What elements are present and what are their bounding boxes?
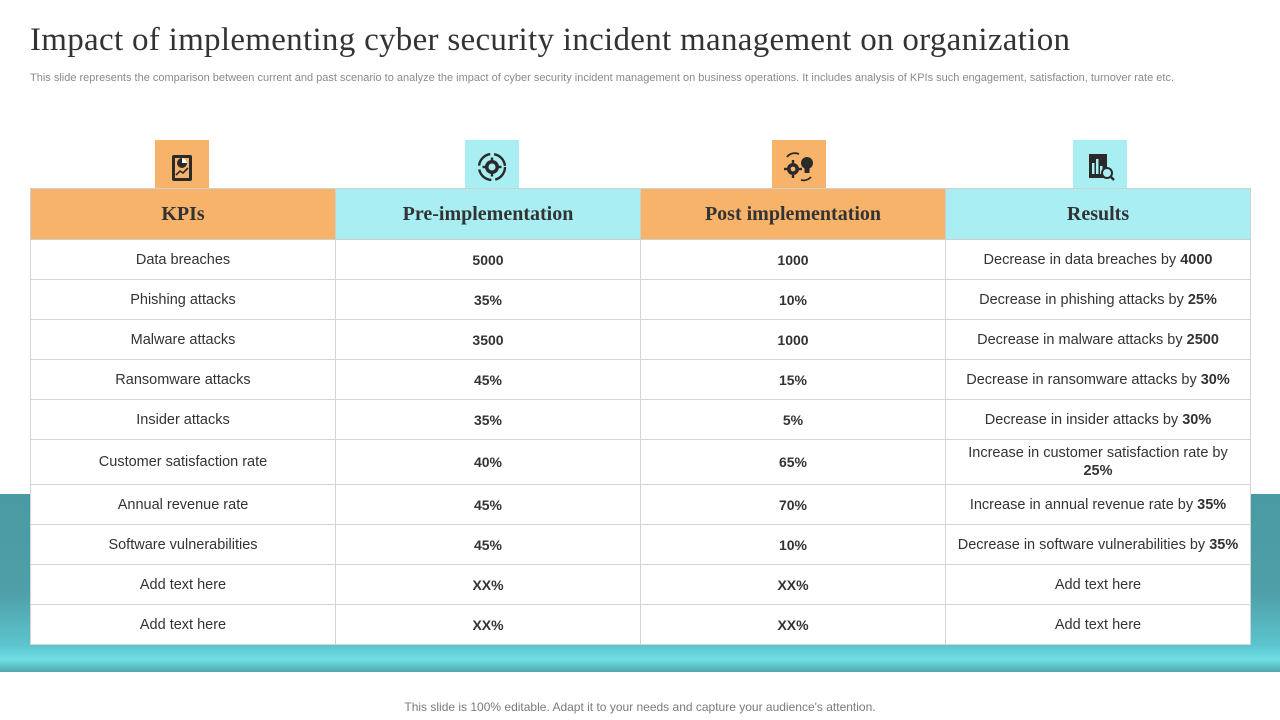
result-value: 4000: [1180, 251, 1213, 268]
post-value-cell: 65%: [640, 439, 946, 485]
kpi-cell: Add text here: [30, 604, 336, 645]
result-text: Add text here: [1054, 616, 1142, 633]
table-row: Insider attacks 35% 5% Decrease in insid…: [30, 399, 1251, 440]
table-row: Software vulnerabilities 45% 10% Decreas…: [30, 524, 1251, 565]
table-row: Customer satisfaction rate 40% 65% Incre…: [30, 439, 1251, 485]
report-document-icon: [155, 140, 209, 194]
pre-value-cell: XX%: [335, 564, 641, 605]
result-text: Add text here: [1054, 576, 1142, 593]
result-value: 25%: [1187, 291, 1217, 308]
post-value-cell: 70%: [640, 484, 946, 525]
pre-value-cell: 45%: [335, 359, 641, 400]
result-cell: Decrease in phishing attacks by 25%: [945, 279, 1251, 320]
result-text: Decrease in software vulnerabilities by: [957, 536, 1210, 553]
post-value-cell: 1000: [640, 319, 946, 360]
post-value-cell: XX%: [640, 604, 946, 645]
result-text: Decrease in data breaches by: [983, 251, 1181, 268]
result-text: Decrease in insider attacks by: [984, 411, 1183, 428]
result-value: 35%: [1209, 536, 1239, 553]
pre-value-cell: 35%: [335, 399, 641, 440]
post-value-cell: 15%: [640, 359, 946, 400]
result-cell: Add text here: [945, 604, 1251, 645]
header-post-implementation: Post implementation: [640, 188, 946, 240]
table-row: Add text here XX% XX% Add text here: [30, 604, 1251, 645]
slide-footer: This slide is 100% editable. Adapt it to…: [404, 700, 876, 714]
pre-value-cell: 5000: [335, 239, 641, 280]
slide-title: Impact of implementing cyber security in…: [30, 22, 1071, 58]
analytics-report-icon: [1073, 140, 1127, 194]
gear-cycle-icon: [465, 140, 519, 194]
post-value-cell: 10%: [640, 524, 946, 565]
result-cell: Increase in customer satisfaction rate b…: [945, 439, 1251, 485]
kpi-cell: Software vulnerabilities: [30, 524, 336, 565]
pre-value-cell: 35%: [335, 279, 641, 320]
table-header-row: KPIs Pre-implementation Post implementat…: [30, 188, 1251, 240]
kpi-cell: Customer satisfaction rate: [30, 439, 336, 485]
result-cell: Decrease in ransomware attacks by 30%: [945, 359, 1251, 400]
kpi-cell: Phishing attacks: [30, 279, 336, 320]
table-row: Add text here XX% XX% Add text here: [30, 564, 1251, 605]
result-value: 2500: [1186, 331, 1219, 348]
result-cell: Decrease in insider attacks by 30%: [945, 399, 1251, 440]
kpi-cell: Data breaches: [30, 239, 336, 280]
result-text: Decrease in phishing attacks by: [979, 291, 1188, 308]
result-text: Decrease in malware attacks by: [977, 331, 1187, 348]
kpi-cell: Add text here: [30, 564, 336, 605]
table-row: Annual revenue rate 45% 70% Increase in …: [30, 484, 1251, 525]
result-cell: Decrease in software vulnerabilities by …: [945, 524, 1251, 565]
result-cell: Decrease in malware attacks by 2500: [945, 319, 1251, 360]
result-value: 35%: [1197, 496, 1227, 513]
pre-value-cell: 40%: [335, 439, 641, 485]
header-results: Results: [945, 188, 1251, 240]
slide-subtitle: This slide represents the comparison bet…: [30, 72, 1174, 84]
post-value-cell: 5%: [640, 399, 946, 440]
table-row: Malware attacks 3500 1000 Decrease in ma…: [30, 319, 1251, 360]
post-value-cell: 10%: [640, 279, 946, 320]
result-cell: Add text here: [945, 564, 1251, 605]
result-text: Increase in customer satisfaction rate b…: [968, 445, 1228, 461]
kpi-cell: Insider attacks: [30, 399, 336, 440]
table-row: Data breaches 5000 1000 Decrease in data…: [30, 239, 1251, 280]
kpi-comparison-table: KPIs Pre-implementation Post implementat…: [30, 188, 1251, 645]
kpi-cell: Ransomware attacks: [30, 359, 336, 400]
gear-bulb-icon: [772, 140, 826, 194]
result-value: 30%: [1182, 411, 1212, 428]
result-cell: Decrease in data breaches by 4000: [945, 239, 1251, 280]
kpi-cell: Malware attacks: [30, 319, 336, 360]
pre-value-cell: 3500: [335, 319, 641, 360]
result-text: Decrease in ransomware attacks by: [966, 371, 1201, 388]
kpi-cell: Annual revenue rate: [30, 484, 336, 525]
pre-value-cell: 45%: [335, 524, 641, 565]
header-kpis: KPIs: [30, 188, 336, 240]
result-text: Increase in annual revenue rate by: [969, 496, 1198, 513]
post-value-cell: 1000: [640, 239, 946, 280]
result-value: 25%: [1083, 463, 1113, 479]
header-pre-implementation: Pre-implementation: [335, 188, 641, 240]
table-row: Ransomware attacks 45% 15% Decrease in r…: [30, 359, 1251, 400]
result-cell: Increase in annual revenue rate by 35%: [945, 484, 1251, 525]
post-value-cell: XX%: [640, 564, 946, 605]
result-value: 30%: [1200, 371, 1230, 388]
pre-value-cell: 45%: [335, 484, 641, 525]
pre-value-cell: XX%: [335, 604, 641, 645]
table-row: Phishing attacks 35% 10% Decrease in phi…: [30, 279, 1251, 320]
